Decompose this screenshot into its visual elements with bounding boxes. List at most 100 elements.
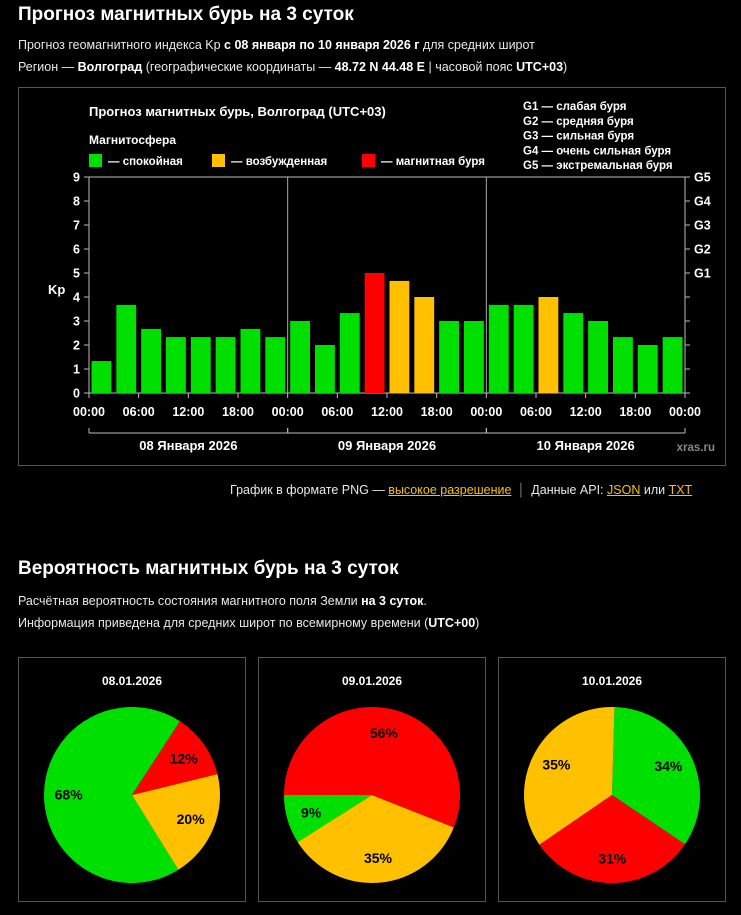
kp-bar <box>91 361 112 393</box>
g-tick-label: G4 <box>694 195 711 209</box>
pie-card-day2: 09.01.2026 9% 35% 56% <box>258 657 486 902</box>
kp-bar <box>265 337 286 393</box>
high-res-link[interactable]: высокое разрешение <box>388 483 512 497</box>
prob-note-tz: UTC+00 <box>428 616 476 630</box>
g-tick-label: G5 <box>694 171 711 185</box>
pie-slice <box>523 706 615 845</box>
pie-slice-label: 35% <box>542 757 571 773</box>
kp-bar <box>190 337 211 393</box>
pie-slice <box>132 721 218 795</box>
kp-bar <box>141 328 161 393</box>
day-label: 08 Января 2026 <box>139 438 237 453</box>
g-tick-label: G2 <box>694 243 711 257</box>
kp-bar <box>588 321 608 393</box>
kp-bar <box>662 337 683 393</box>
day-label: 10 Января 2026 <box>537 438 635 453</box>
x-tick-label: 18:00 <box>619 405 651 419</box>
pie-slice-label: 31% <box>598 850 627 866</box>
pie-chart: 34% 35% 31% <box>523 706 701 884</box>
y-tick-label: 2 <box>73 339 80 353</box>
chart-title: Прогноз магнитных бурь, Волгоград (UTC+0… <box>89 104 386 119</box>
pie-card-day1: 08.01.2026 68% 20% 12% <box>18 657 246 902</box>
pie-date: 09.01.2026 <box>341 674 403 688</box>
x-tick-label: 00:00 <box>272 405 304 419</box>
y-tick-label: 6 <box>73 243 80 257</box>
kp-bar <box>488 304 509 393</box>
api-or: или <box>640 483 669 497</box>
txt-link[interactable]: TXT <box>668 483 693 497</box>
region-timezone: UTC+03 <box>516 60 564 74</box>
pie-slice <box>297 795 454 883</box>
kp-bar <box>538 297 559 393</box>
legend-title: Магнитосфера <box>89 133 176 147</box>
prob-desc-dot: . <box>423 594 427 608</box>
storm-level-label: G4 — очень сильная буря <box>523 145 671 157</box>
pie-slice <box>612 707 701 845</box>
page-title: Прогноз магнитных бурь на 3 суток <box>18 4 354 25</box>
kp-chart: Прогноз магнитных бурь, Волгоград (UTC+0… <box>48 101 715 454</box>
g-tick-label: G1 <box>694 267 711 281</box>
kp-bar <box>513 304 534 393</box>
x-tick-label: 00:00 <box>470 405 502 419</box>
forecast-desc-suffix: для средних широт <box>419 38 535 52</box>
y-axis-label: Kp <box>48 282 65 297</box>
day-label: 09 Января 2026 <box>338 438 436 453</box>
kp-bar <box>215 337 236 393</box>
forecast-dates: с 08 января по 10 января 2026 г <box>224 38 420 52</box>
kp-bar <box>389 280 410 393</box>
kp-bar <box>563 313 584 393</box>
region-info-close: ) <box>563 60 568 74</box>
kp-bar <box>290 321 310 393</box>
storm-level-label: G5 — экстремальная буря <box>523 160 673 172</box>
kp-bar <box>166 337 186 393</box>
x-tick-label: 06:00 <box>321 405 353 419</box>
legend-swatch <box>362 154 375 167</box>
pie-slice-label: 34% <box>654 758 683 774</box>
y-tick-label: 9 <box>73 171 80 185</box>
storm-level-label: G2 — средняя буря <box>523 116 634 128</box>
kp-bar <box>464 321 484 393</box>
kp-bar <box>613 337 633 393</box>
storm-level-label: G3 — сильная буря <box>523 131 634 143</box>
pie-slice-label: 12% <box>170 750 199 766</box>
x-tick-label: 18:00 <box>222 405 254 419</box>
legend-label: — возбужденная <box>231 156 327 168</box>
prob-desc-period: на 3 суток <box>361 594 424 608</box>
y-tick-label: 8 <box>73 195 80 209</box>
pie-date: 10.01.2026 <box>581 674 643 688</box>
x-tick-label: 12:00 <box>570 405 602 419</box>
kp-bar <box>116 304 137 393</box>
pie-slice <box>284 795 372 843</box>
y-tick-label: 5 <box>73 267 80 281</box>
api-label: Данные API: <box>531 483 608 497</box>
pie-slice <box>43 706 180 883</box>
pie-date: 08.01.2026 <box>101 674 163 688</box>
legend-label: — спокойная <box>108 156 183 168</box>
legend-swatch <box>212 154 225 167</box>
pie-card-day3: 10.01.2026 34% 35% 31% <box>498 657 726 902</box>
probability-desc: Расчётная вероятность состояния магнитно… <box>18 594 427 608</box>
watermark: xras.ru <box>677 442 715 454</box>
pie-slice <box>284 706 460 828</box>
pie-slice-label: 9% <box>301 805 322 821</box>
probability-note: Информация приведена для средних широт п… <box>18 616 479 630</box>
y-tick-label: 7 <box>73 219 80 233</box>
y-tick-label: 3 <box>73 315 80 329</box>
pie-slice-label: 20% <box>177 811 206 827</box>
json-link[interactable]: JSON <box>607 483 641 497</box>
download-links: График в формате PNG — высокое разрешени… <box>230 483 692 497</box>
y-tick-label: 4 <box>73 291 80 305</box>
kp-chart-frame: Прогноз магнитных бурь, Волгоград (UTC+0… <box>18 87 726 466</box>
probability-title: Вероятность магнитных бурь на 3 суток <box>18 558 399 579</box>
y-tick-label: 0 <box>73 387 80 401</box>
kp-bar <box>637 345 658 393</box>
forecast-description: Прогноз геомагнитного индекса Kp с 08 ян… <box>18 38 535 52</box>
pie-chart: 68% 20% 12% <box>43 706 220 883</box>
region-label: Регион — <box>18 60 78 74</box>
x-tick-label: 06:00 <box>520 405 552 419</box>
png-label: График в формате PNG — <box>230 483 389 497</box>
pie-slice-label: 68% <box>55 786 84 802</box>
kp-bar <box>240 328 261 393</box>
kp-bar <box>414 297 435 393</box>
x-tick-label: 06:00 <box>123 405 155 419</box>
